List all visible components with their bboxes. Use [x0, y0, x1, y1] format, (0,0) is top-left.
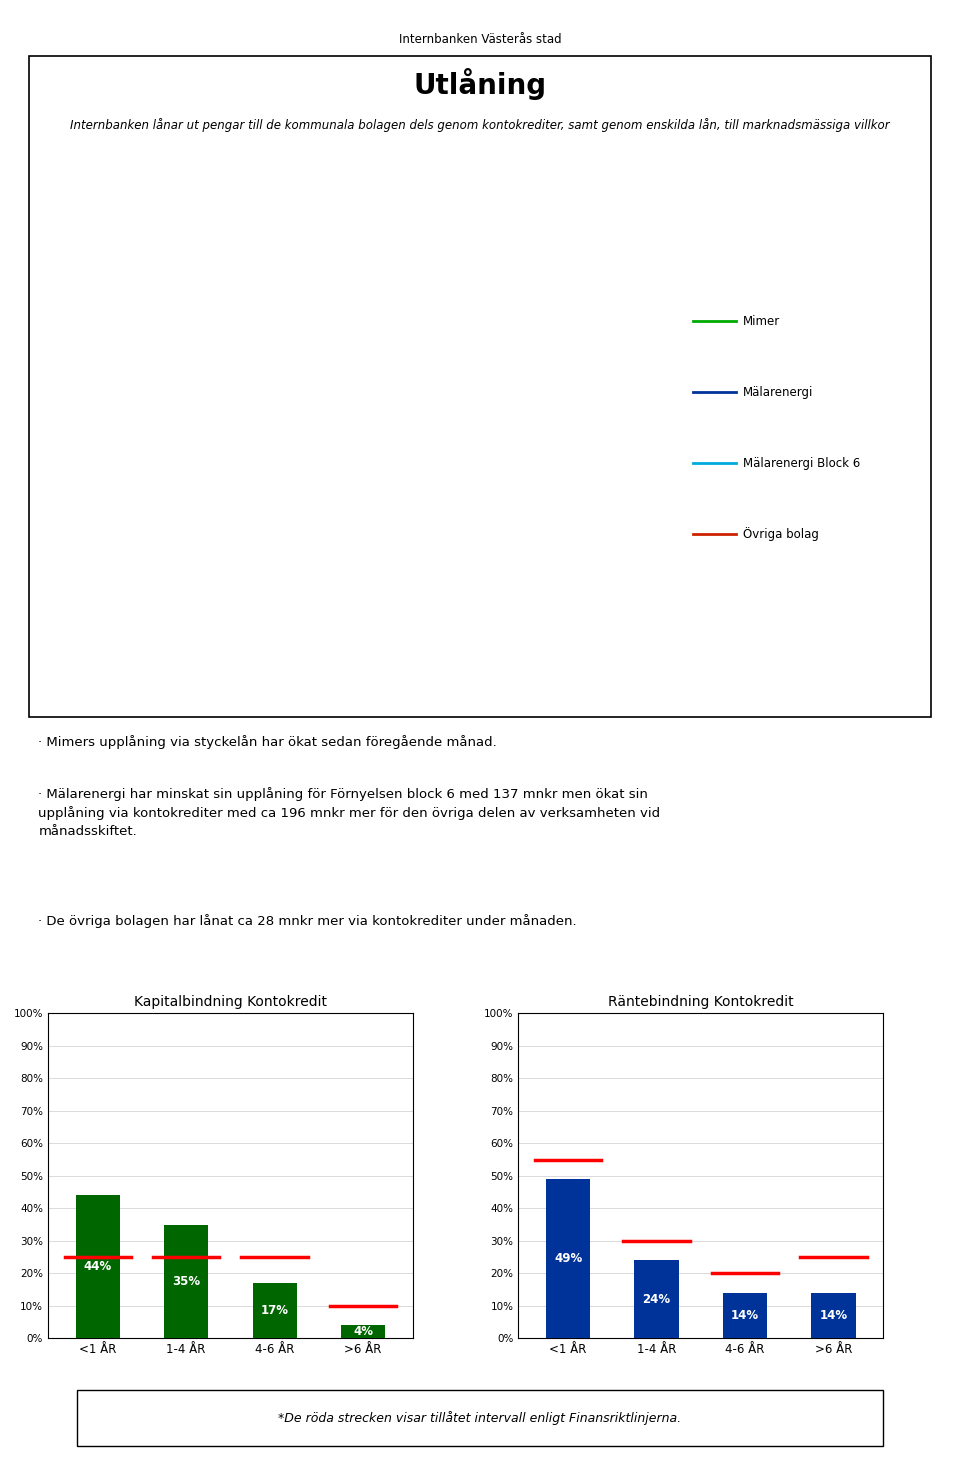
Bar	[723, 1293, 767, 1338]
Text: 4%: 4%	[353, 1325, 373, 1338]
Text: Övriga bolag: Övriga bolag	[743, 528, 819, 541]
Text: · Mimers upplåning via styckelån har ökat sedan föregående månad.: · Mimers upplåning via styckelån har öka…	[38, 735, 497, 748]
Text: MSEK: MSEK	[687, 197, 725, 209]
Bar	[341, 1325, 385, 1338]
Bar	[164, 1225, 208, 1338]
Text: Utlåning: Utlåning	[414, 68, 546, 101]
Text: Mälarenergi Block 6: Mälarenergi Block 6	[743, 457, 860, 470]
Text: Mimer: Mimer	[743, 315, 780, 328]
Text: Kapitalbindning Kontokredit: Kapitalbindning Kontokredit	[133, 995, 327, 1009]
Bar	[546, 1179, 590, 1338]
Text: 14%: 14%	[731, 1309, 759, 1322]
Bar	[252, 1284, 297, 1338]
Text: Räntebindning Kontokredit: Räntebindning Kontokredit	[608, 995, 794, 1009]
Bar	[811, 1293, 855, 1338]
Text: 17%: 17%	[260, 1304, 289, 1318]
Text: Mälarenergi: Mälarenergi	[743, 386, 813, 399]
Text: 14%: 14%	[820, 1309, 848, 1322]
Bar	[635, 1260, 679, 1338]
Text: · De övriga bolagen har lånat ca 28 mnkr mer via kontokrediter under månaden.: · De övriga bolagen har lånat ca 28 mnkr…	[38, 914, 577, 927]
Text: Internbanken lånar ut pengar till de kommunala bolagen dels genom kontokrediter,: Internbanken lånar ut pengar till de kom…	[70, 118, 890, 132]
Text: 35%: 35%	[172, 1275, 201, 1288]
Text: 44%: 44%	[84, 1260, 112, 1273]
Text: · Mälarenergi har minskat sin upplåning för Förnyelsen block 6 med 137 mnkr men : · Mälarenergi har minskat sin upplåning …	[38, 787, 660, 839]
Text: 24%: 24%	[642, 1293, 671, 1306]
Text: 49%: 49%	[554, 1253, 583, 1265]
Text: *De röda strecken visar tillåtet intervall enligt Finansriktlinjerna.: *De röda strecken visar tillåtet interva…	[278, 1411, 682, 1426]
Text: Internbanken Västerås stad: Internbanken Västerås stad	[398, 33, 562, 46]
Bar	[76, 1195, 120, 1338]
